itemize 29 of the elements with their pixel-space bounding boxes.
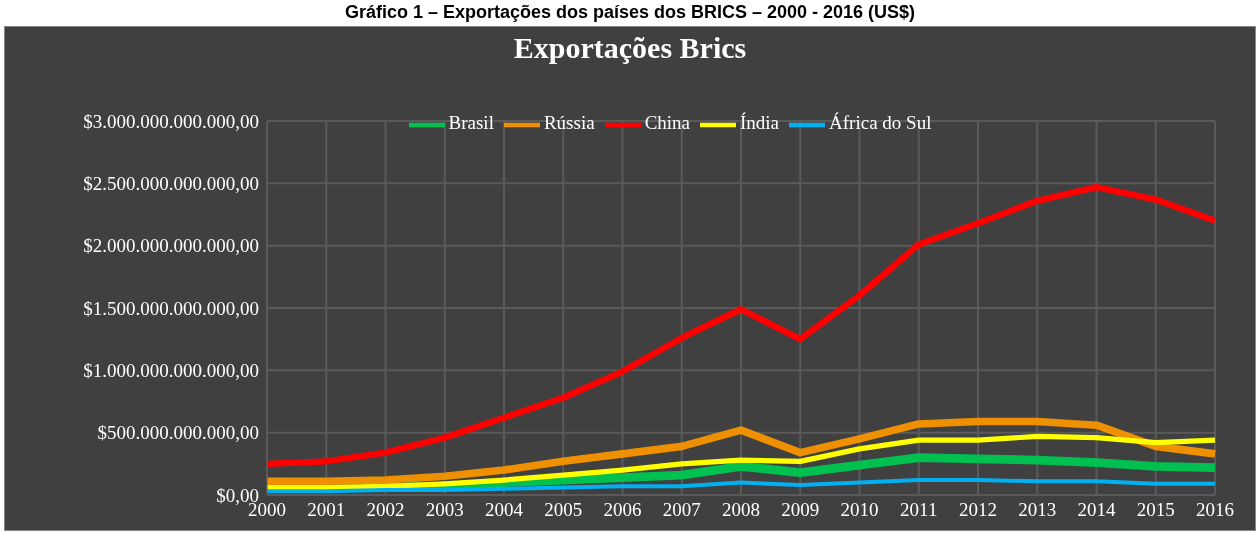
x-tick-label: 2009 (781, 499, 820, 521)
legend-label: Rússia (543, 111, 595, 133)
x-tick-label: 2001 (307, 499, 346, 521)
legend-label: Brasil (448, 111, 494, 133)
x-tick-label: 2006 (603, 499, 642, 521)
legend-label: Índia (740, 111, 780, 133)
y-tick-label: $1.500.000.000.000,00 (83, 297, 259, 319)
chart-title: Gráfico 1 – Exportações dos países dos BRICS – 2000 - 2016 (US$) (343, 1, 917, 24)
x-tick-label: 2005 (544, 499, 583, 521)
legend-label: África do Sul (829, 111, 932, 133)
x-tick-label: 2002 (366, 499, 405, 521)
x-tick-label: 2011 (900, 499, 938, 521)
y-tick-label: $2.500.000.000.000,00 (83, 173, 259, 195)
x-tick-label: 2013 (1018, 499, 1057, 521)
x-tick-label: 2014 (1077, 499, 1116, 521)
x-tick-label: 2010 (840, 499, 879, 521)
y-tick-label: $1.000.000.000.000,00 (83, 360, 259, 382)
legend-label: China (644, 111, 691, 133)
x-tick-label: 2008 (722, 499, 760, 521)
x-tick-label: 2016 (1196, 499, 1234, 521)
chart-subtitle: Exportações Brics (512, 31, 748, 66)
x-tick-label: 2015 (1136, 499, 1175, 521)
y-tick-label: $2.000.000.000.000,00 (83, 235, 259, 257)
x-tick-label: 2004 (485, 499, 524, 521)
x-tick-label: 2012 (959, 499, 997, 521)
x-tick-label: 2007 (662, 499, 701, 521)
x-tick-label: 2003 (425, 499, 464, 521)
y-tick-label: $500.000.000.000,00 (97, 422, 259, 444)
y-tick-label: $3.000.000.000.000,00 (83, 110, 259, 132)
